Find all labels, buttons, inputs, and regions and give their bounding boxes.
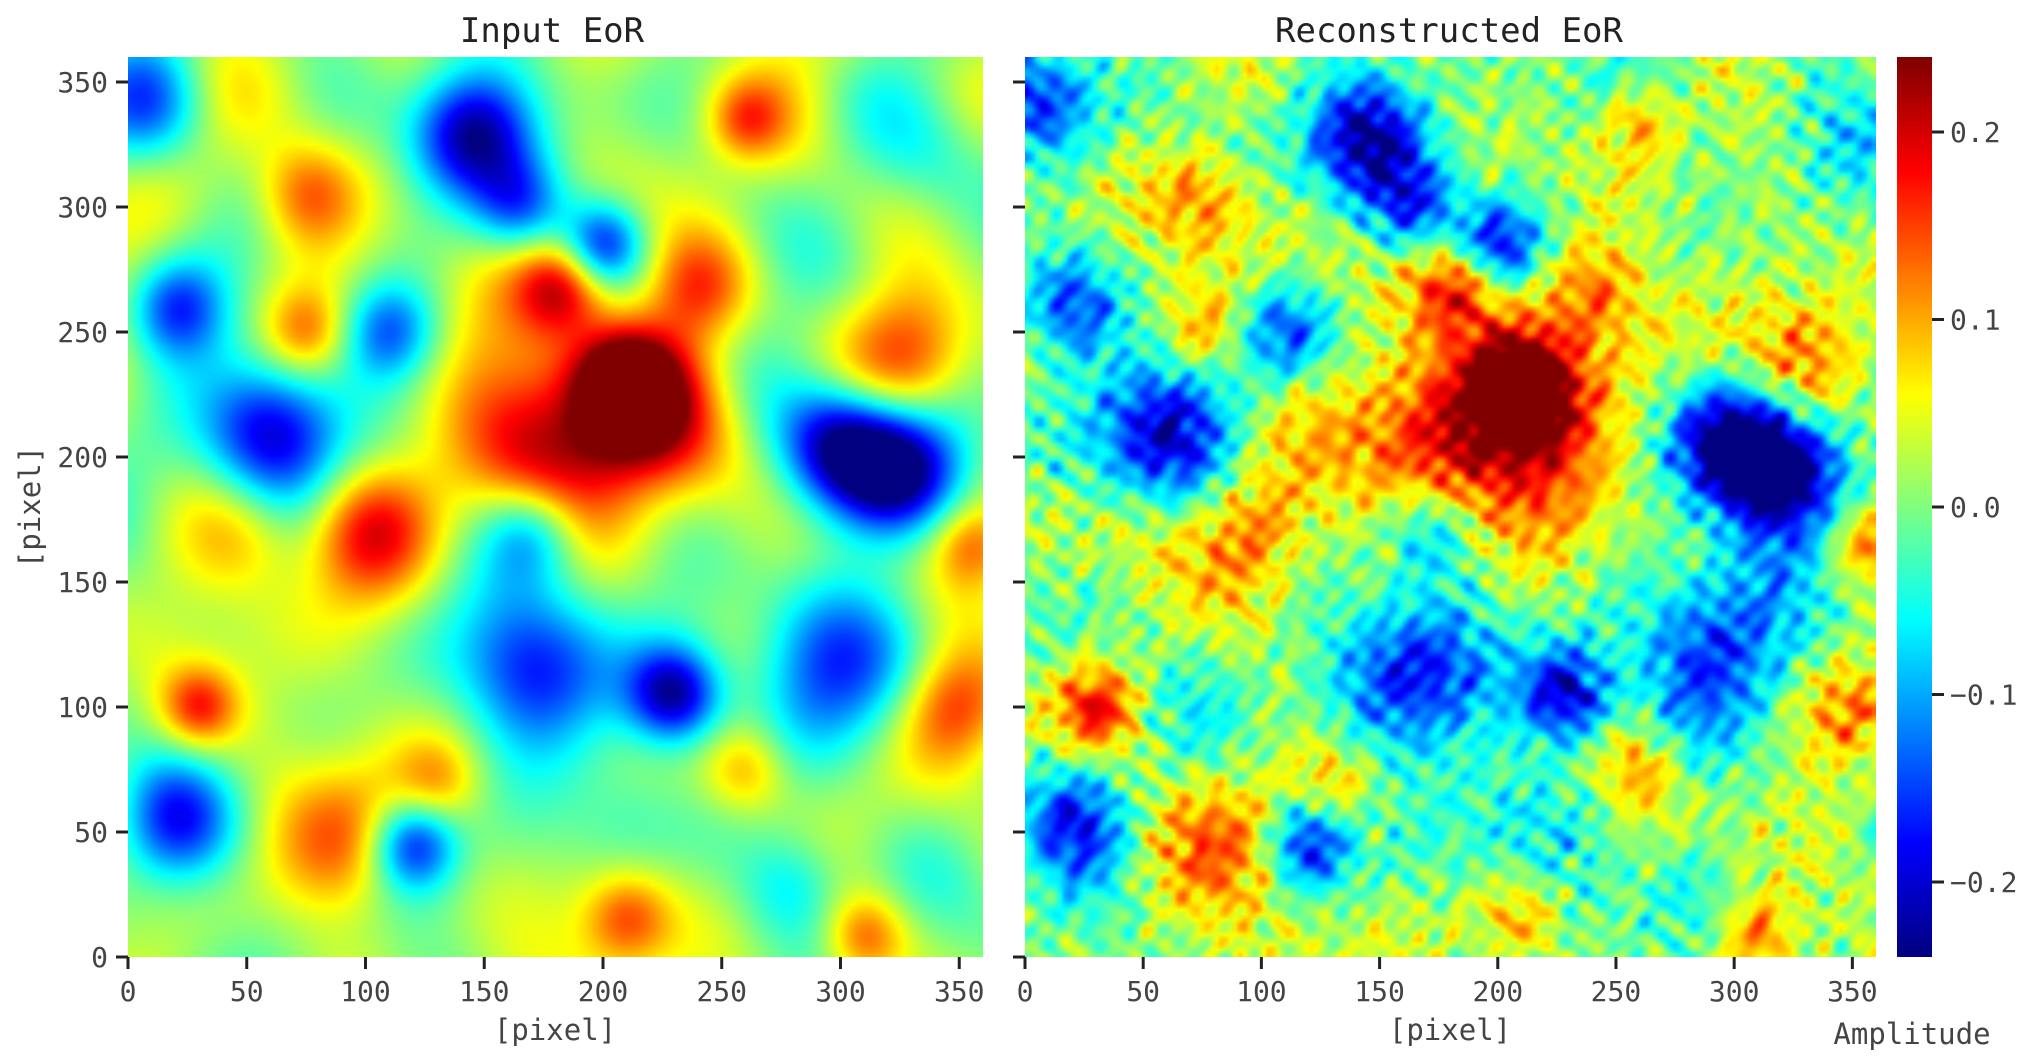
y-tick-label: 150 (57, 566, 108, 599)
colorbar-tick-label: 0.1 (1950, 304, 2001, 337)
x-tick-label: 50 (230, 975, 264, 1008)
y-axis-reconstructed (1013, 80, 1025, 959)
x-tick-label: 300 (815, 975, 866, 1008)
x-tick-label: 100 (1236, 975, 1287, 1008)
x-tick-label: 350 (934, 975, 985, 1008)
x-tick-label: 200 (578, 975, 629, 1008)
x-axis-input: 0 50 100 150 200 250 300 350 (120, 957, 985, 1008)
x-tick-label: 150 (1354, 975, 1405, 1008)
colorbar-label: Amplitude (1833, 1017, 1990, 1051)
x-tick-label: 250 (1591, 975, 1642, 1008)
y-tick-label: 50 (74, 816, 108, 849)
colorbar-tick-label: −0.2 (1950, 866, 2017, 899)
x-tick-label: 150 (459, 975, 510, 1008)
x-tick-label: 350 (1827, 975, 1878, 1008)
heatmap-input (128, 57, 983, 957)
x-tick-label: 250 (696, 975, 747, 1008)
x-axis-reconstructed: 0 50 100 150 200 250 300 350 (1017, 957, 1878, 1008)
x-tick-label: 100 (340, 975, 391, 1008)
colorbar-gradient (1897, 57, 1932, 957)
x-tick-label: 300 (1709, 975, 1760, 1008)
x-tick-label: 200 (1472, 975, 1523, 1008)
y-axis-input: 0 50 100 150 200 250 300 350 (57, 66, 128, 974)
colorbar-tick-label: −0.1 (1950, 679, 2017, 712)
colorbar-tick-label: 0.0 (1950, 491, 2001, 524)
colorbar-tick-label: 0.2 (1950, 116, 2001, 149)
y-tick-label: 100 (57, 691, 108, 724)
heatmap-reconstructed (1025, 57, 1876, 957)
x-tick-label: 0 (120, 975, 137, 1008)
panel-input: Input EoR 0 50 100 150 200 250 300 350 0 50 100 15… (13, 11, 985, 1047)
y-tick-label: 350 (57, 66, 108, 99)
panel-title-input: Input EoR (460, 11, 645, 51)
panel-title-reconstructed: Reconstructed EoR (1275, 11, 1624, 51)
x-axis-label-reconstructed: [pixel] (1389, 1013, 1511, 1047)
colorbar: −0.2 −0.1 0.0 0.1 0.2 Amplitude (1833, 57, 2017, 1051)
y-tick-label: 0 (91, 941, 108, 974)
y-tick-label: 250 (57, 316, 108, 349)
panel-reconstructed: Reconstructed EoR 0 50 100 150 200 250 300 350 … (1013, 11, 1878, 1047)
colorbar-ticks: −0.2 −0.1 0.0 0.1 0.2 (1932, 116, 2017, 899)
x-tick-label: 50 (1126, 975, 1160, 1008)
y-tick-label: 200 (57, 441, 108, 474)
y-axis-label-input: [pixel] (13, 446, 47, 568)
y-tick-label: 300 (57, 191, 108, 224)
x-axis-label-input: [pixel] (494, 1013, 616, 1047)
x-tick-label: 0 (1017, 975, 1034, 1008)
